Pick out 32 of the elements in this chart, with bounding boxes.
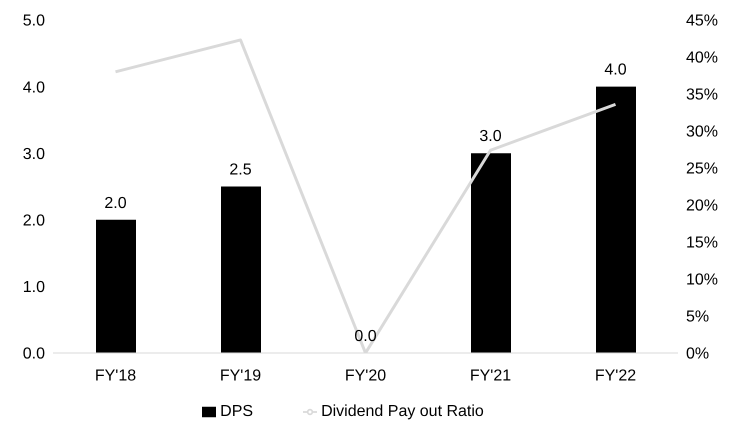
y-tick-label: 5.0: [22, 12, 46, 30]
y-tick-label: 4.0: [22, 79, 46, 96]
y-tick-label: 2.0: [22, 212, 46, 230]
bar: [596, 86, 636, 353]
y-tick-label: 1.0: [22, 279, 46, 296]
y2-tick-label: 35%: [686, 86, 718, 104]
y2-tick-label: 30%: [686, 124, 718, 141]
x-tick-label: FY'18: [94, 367, 136, 384]
y2-tick-label: 10%: [686, 272, 718, 289]
x-tick-label: FY'19: [220, 367, 262, 384]
y2-tick-label: 25%: [686, 160, 718, 178]
data-label: 0.0: [354, 328, 377, 345]
x-tick-label: FY'22: [594, 367, 636, 384]
data-label: 2.0: [104, 194, 127, 212]
legend-label: DPS: [220, 403, 254, 420]
data-label: 2.5: [229, 162, 252, 178]
legend-label: Dividend Pay out Ratio: [321, 403, 484, 420]
x-tick-label: FY'20: [344, 367, 386, 384]
y-tick-label: 3.0: [22, 146, 46, 163]
y2-tick-label: 5%: [686, 308, 710, 326]
data-label: 3.0: [479, 128, 502, 146]
y2-tick-label: 15%: [686, 234, 718, 252]
y2-tick-label: 45%: [686, 12, 718, 30]
y2-tick-label: 40%: [686, 50, 718, 67]
y2-tick-label: 20%: [686, 198, 718, 215]
y-tick-label: 0.0: [22, 346, 46, 363]
bar: [221, 186, 261, 353]
bar: [96, 220, 136, 353]
data-label: 4.0: [604, 62, 627, 79]
y2-tick-label: 0%: [686, 346, 710, 363]
bar: [471, 153, 511, 353]
x-tick-label: FY'21: [470, 367, 512, 384]
